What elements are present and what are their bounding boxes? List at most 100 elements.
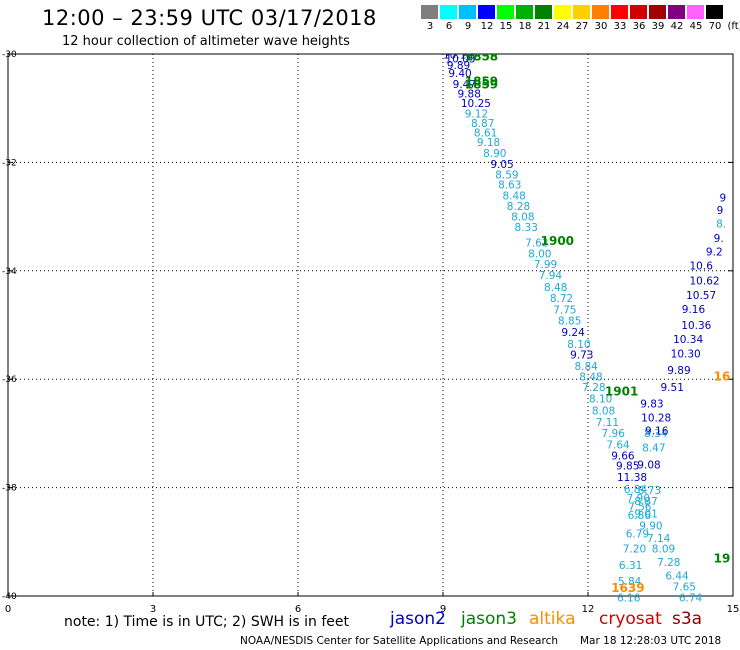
swh-value: 8.08 xyxy=(511,211,534,223)
scale-swatch-6 xyxy=(440,5,457,19)
swh-value: 6.88 xyxy=(688,606,711,618)
swh-value: 10.18 xyxy=(443,49,473,61)
scale-label-70: 70 xyxy=(708,21,722,32)
time-label: 16 xyxy=(714,369,731,383)
tick-label-y: -40 xyxy=(2,592,17,602)
swh-value: 10.03 xyxy=(445,54,475,66)
swh-value: 8.34 xyxy=(644,428,668,440)
tick-label-x: 6 xyxy=(295,604,301,615)
legend-cryosat: cryosat xyxy=(599,609,662,629)
scale-label-21: 21 xyxy=(537,21,551,32)
scale-label-39: 39 xyxy=(651,21,665,32)
observation-layer: 10.1810.039.899.409.479.8810.259.128.878… xyxy=(443,46,731,618)
swh-value: 9.90 xyxy=(639,520,662,532)
swh-value: 10.62 xyxy=(690,275,720,287)
swh-value: 7.62 xyxy=(525,237,548,249)
swh-value: 9.66 xyxy=(611,450,635,462)
swh-value: 7.64 xyxy=(606,440,630,452)
scale-label-33: 33 xyxy=(613,21,627,32)
swh-value: 8.48 xyxy=(579,371,602,383)
generated-timestamp: Mar 18 12:28:03 UTC 2018 xyxy=(580,635,722,647)
swh-value: 7.56 xyxy=(628,501,652,513)
page-title: 12:00 – 23:59 UTC 03/17/2018 xyxy=(42,6,377,30)
time-label: 1858 xyxy=(465,46,498,60)
scale-swatch-3 xyxy=(421,5,438,19)
tick-label-x: 15 xyxy=(727,604,740,615)
swh-value: 7.28 xyxy=(582,382,605,394)
swh-value: 9. xyxy=(714,233,724,245)
scale-swatch-30 xyxy=(592,5,609,19)
scale-label-9: 9 xyxy=(464,21,472,32)
swh-value: 8.33 xyxy=(515,222,538,234)
time-label: 1859 xyxy=(465,74,498,88)
scale-swatch-27 xyxy=(573,5,590,19)
swh-value: 9.08 xyxy=(637,460,660,472)
swh-value: 9.85 xyxy=(616,461,639,473)
tick-label-y: -30 xyxy=(2,50,17,60)
swh-value: 9.47 xyxy=(453,79,476,91)
swh-value: 7.99 xyxy=(534,259,557,271)
swh-value: 9.73 xyxy=(570,350,593,362)
swh-value: 6.84 xyxy=(624,484,648,496)
tick-label-y: -32 xyxy=(2,158,17,168)
swh-value: 10.57 xyxy=(686,290,716,302)
swh-value: 8.87 xyxy=(634,496,657,508)
swh-value: 10.34 xyxy=(673,334,703,346)
swh-value: 8.90 xyxy=(483,148,506,160)
scale-swatch-39 xyxy=(649,5,666,19)
swh-value: 9.83 xyxy=(640,398,663,410)
tick-label-x: 3 xyxy=(150,604,156,615)
scale-swatch-45 xyxy=(687,5,704,19)
swh-value: 9.16 xyxy=(645,425,669,437)
swh-value: 8.87 xyxy=(471,118,494,130)
tick-label-x: 9 xyxy=(440,604,446,615)
swh-value: 7.96 xyxy=(602,428,626,440)
swh-value: 9.51 xyxy=(661,382,684,394)
swh-value: 10.28 xyxy=(641,412,671,424)
swh-value: 8.10 xyxy=(589,394,612,406)
scale-swatch-42 xyxy=(668,5,685,19)
scale-label-12: 12 xyxy=(480,21,494,32)
scale-swatch-33 xyxy=(611,5,628,19)
scale-label-6: 6 xyxy=(445,21,453,32)
swh-value: 9 xyxy=(719,192,726,204)
swh-value: 8.28 xyxy=(507,201,530,213)
scale-label-36: 36 xyxy=(632,21,646,32)
legend-altika: altika xyxy=(529,609,576,629)
scale-label-24: 24 xyxy=(556,21,570,32)
swh-value: 11.38 xyxy=(617,472,647,484)
tick-label-y: -36 xyxy=(2,375,17,385)
swh-value: 9.89 xyxy=(667,365,690,377)
swh-value: 8. xyxy=(716,218,726,230)
tick-label-x: 12 xyxy=(582,604,595,615)
scale-swatch-70 xyxy=(706,5,723,19)
swh-value: 7.14 xyxy=(647,533,671,545)
swh-value: 9.16 xyxy=(682,304,706,316)
swh-value: 5.84 xyxy=(618,576,642,588)
time-label: 1859 xyxy=(465,78,498,92)
swh-value: 9.18 xyxy=(477,137,500,149)
legend-jason2: jason2 xyxy=(390,609,446,629)
legend-s3a: s3a xyxy=(672,609,703,629)
swh-value: 8.48 xyxy=(502,190,525,202)
plot-frame xyxy=(7,53,734,597)
swh-value: 8.59 xyxy=(495,170,518,182)
swh-value: 6.31 xyxy=(619,560,642,572)
time-label: 1639 xyxy=(611,581,644,595)
time-label: 1858 xyxy=(465,50,498,64)
tick-label-y: -34 xyxy=(2,267,17,277)
scale-swatch-12 xyxy=(478,5,495,19)
swh-value: 7.11 xyxy=(596,417,619,429)
scale-swatch-24 xyxy=(554,5,571,19)
swh-value: 8.48 xyxy=(544,282,567,294)
swh-value: 7.94 xyxy=(539,270,563,282)
swh-value: 6.74 xyxy=(679,592,703,604)
footer-note: note: 1) Time is in UTC; 2) SWH is in fe… xyxy=(64,614,350,630)
swh-value: 6.79 xyxy=(626,528,649,540)
swh-value: 8.47 xyxy=(642,442,665,454)
swh-value: 6.44 xyxy=(665,571,689,583)
swh-value: 8.72 xyxy=(550,293,573,305)
swh-value: 9.88 xyxy=(458,88,481,100)
scale-label-18: 18 xyxy=(518,21,532,32)
